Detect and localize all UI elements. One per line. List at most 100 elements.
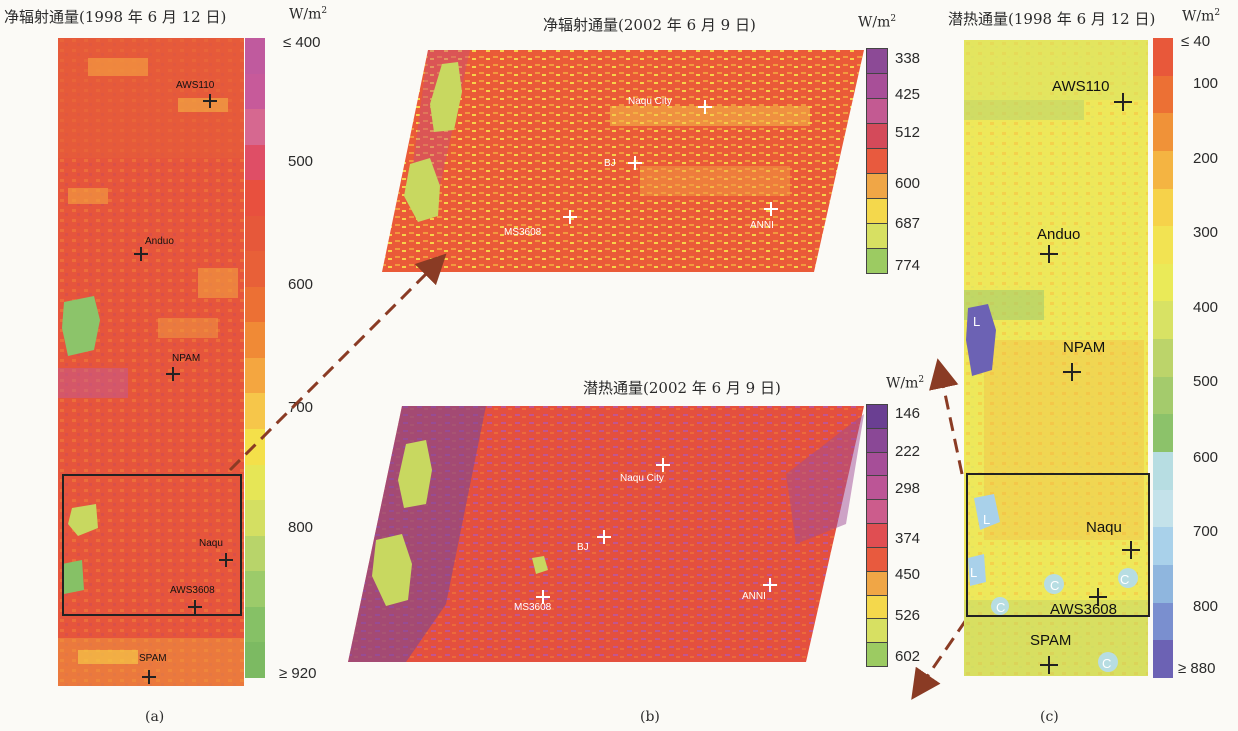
panel-c-colorbar-segment (1153, 75, 1173, 114)
panel-a-tick: 500 (288, 153, 314, 170)
panel-c-tick: 500 (1193, 373, 1219, 390)
panel-a-site-aws110: AWS110 (176, 80, 215, 91)
panel-c-colorbar-segment (1153, 489, 1173, 528)
panel-a-site-marker (203, 94, 217, 108)
panel-c-colorbar-segment (1153, 301, 1173, 340)
panel-c-site-marker (1114, 93, 1132, 111)
panel-a-site-spam: SPAM (139, 653, 167, 664)
panel-b-top-site-naqu-city: Naqu City (628, 96, 672, 107)
panel-c-colorbar-segment (1153, 452, 1173, 490)
panel-a-site-marker (219, 553, 233, 567)
panel-a-site-marker (188, 600, 202, 614)
panel-c-tick: 100 (1193, 75, 1219, 92)
panel-a-colorbar-segment (245, 251, 265, 287)
panel-b-top-title: 净辐射通量(2002 年 6 月 9 日) (543, 16, 756, 34)
panel-b-top-site-bj: BJ (604, 158, 616, 169)
panel-c-colorbar-segment (1153, 226, 1173, 264)
panel-a-site-marker (166, 367, 180, 381)
panel-b-bottom-tick: 146 (895, 405, 921, 422)
panel-a-colorbar (245, 38, 265, 678)
panel-c-site-marker (1122, 541, 1140, 559)
panel-a-colorbar-segment (245, 464, 265, 501)
panel-a-colorbar-segment (245, 571, 265, 607)
panel-c-colorbar-segment (1153, 564, 1173, 603)
panel-a-colorbar-segment (245, 144, 265, 181)
panel-b-bottom-tick: 450 (895, 566, 921, 583)
panel-b-bottom-map (348, 406, 864, 662)
panel-c-region-mark: C (996, 600, 1006, 615)
panel-b-bottom-site-marker (763, 578, 777, 592)
panel-c-region-mark: C (1050, 578, 1060, 593)
panel-c-colorbar-segment (1153, 376, 1173, 415)
panel-a-title: 净辐射通量(1998 年 6 月 12 日) (4, 8, 227, 26)
panel-b-top-tick: 338 (895, 50, 921, 67)
panel-b-top-legend (866, 48, 888, 274)
panel-c-colorbar-segment (1153, 339, 1173, 377)
panel-c-colorbar-segment (1153, 113, 1173, 151)
panel-b-bottom-legend (866, 404, 888, 667)
panel-b-top-site-anni: ANNI (750, 220, 774, 231)
panel-c-site-anduo: Anduo (1037, 226, 1081, 243)
panel-c-region-mark: L (970, 565, 978, 580)
panel-c-site-naqu: Naqu (1086, 519, 1122, 536)
panel-a-colorbar-segment (245, 215, 265, 252)
panel-a-colorbar-segment (245, 286, 265, 323)
panel-a-colorbar-segment (245, 606, 265, 643)
panel-c-tick: 400 (1193, 299, 1219, 316)
panel-c-site-marker (1040, 656, 1058, 674)
panel-b-top-site-marker (628, 156, 642, 170)
panel-c-tick: 700 (1193, 523, 1219, 540)
panel-c-tick: ≤ 40 (1181, 33, 1211, 50)
panel-a-colorbar-segment (245, 180, 265, 216)
panel-c-tick: 300 (1193, 224, 1219, 241)
panel-c-label: (c) (1040, 709, 1059, 725)
panel-a-colorbar-segment (245, 109, 265, 145)
panel-c-tick: 800 (1193, 598, 1219, 615)
panel-b-top-site-marker (563, 210, 577, 224)
panel-b-top-unit: W/m2 (858, 14, 897, 31)
panel-a-site-aws3608: AWS3608 (170, 585, 215, 596)
panel-b-bottom-tick: 602 (895, 648, 921, 665)
panel-b-top-site-marker (698, 100, 712, 114)
panel-c-colorbar-segment (1153, 527, 1173, 565)
panel-a-unit: W/m2 (289, 6, 328, 23)
panel-b-bottom-site-ms3608: MS3608 (514, 602, 552, 613)
panel-a-site-naqu: Naqu (199, 538, 223, 549)
panel-a-colorbar-segment (245, 73, 265, 110)
panel-c-colorbar-segment (1153, 640, 1173, 678)
panel-b-top-tick: 600 (895, 175, 921, 192)
panel-c-colorbar-segment (1153, 602, 1173, 641)
panel-b-bottom-title: 潜热通量(2002 年 6 月 9 日) (583, 379, 781, 397)
panel-a-colorbar-segment (245, 642, 265, 678)
panel-a-colorbar-segment (245, 500, 265, 536)
panel-c-zoom-box (966, 473, 1150, 617)
panel-c-region-mark: C (1102, 656, 1112, 671)
panel-b-label: (b) (640, 709, 660, 725)
panel-b-bottom-site-marker (597, 530, 611, 544)
panel-b-top-tick: 425 (895, 86, 921, 103)
panel-b-bottom-site-marker (656, 458, 670, 472)
panel-c-region-mark: L (973, 314, 981, 329)
panel-a-tick: 700 (288, 399, 314, 416)
panel-b-top-site-marker (764, 202, 778, 216)
panel-a-site-npam: NPAM (172, 353, 201, 364)
panel-c-site-marker (1040, 245, 1058, 263)
panel-c-colorbar-segment (1153, 263, 1173, 302)
panel-a-colorbar-segment (245, 322, 265, 358)
panel-a-tick: ≥ 920 (279, 665, 317, 682)
panel-c-region-mark: L (983, 512, 991, 527)
panel-b-bottom-site-bj: BJ (577, 542, 589, 553)
panel-a-site-marker (134, 247, 148, 261)
panel-c-colorbar-segment (1153, 414, 1173, 453)
panel-c-colorbar-segment (1153, 188, 1173, 227)
panel-a-colorbar-segment (245, 393, 265, 430)
panel-c-tick: 600 (1193, 449, 1219, 466)
panel-c-site-aws3608: AWS3608 (1050, 601, 1117, 618)
panel-a-zoom-box (62, 474, 242, 616)
panel-b-top-site-ms3608: MS3608 (504, 227, 542, 238)
panel-c-region-mark: C (1120, 572, 1130, 587)
panel-a-site-anduo: Anduo (145, 236, 174, 247)
panel-b-bottom-unit: W/m2 (886, 375, 925, 392)
panel-b-top-legend-cell (866, 248, 888, 274)
